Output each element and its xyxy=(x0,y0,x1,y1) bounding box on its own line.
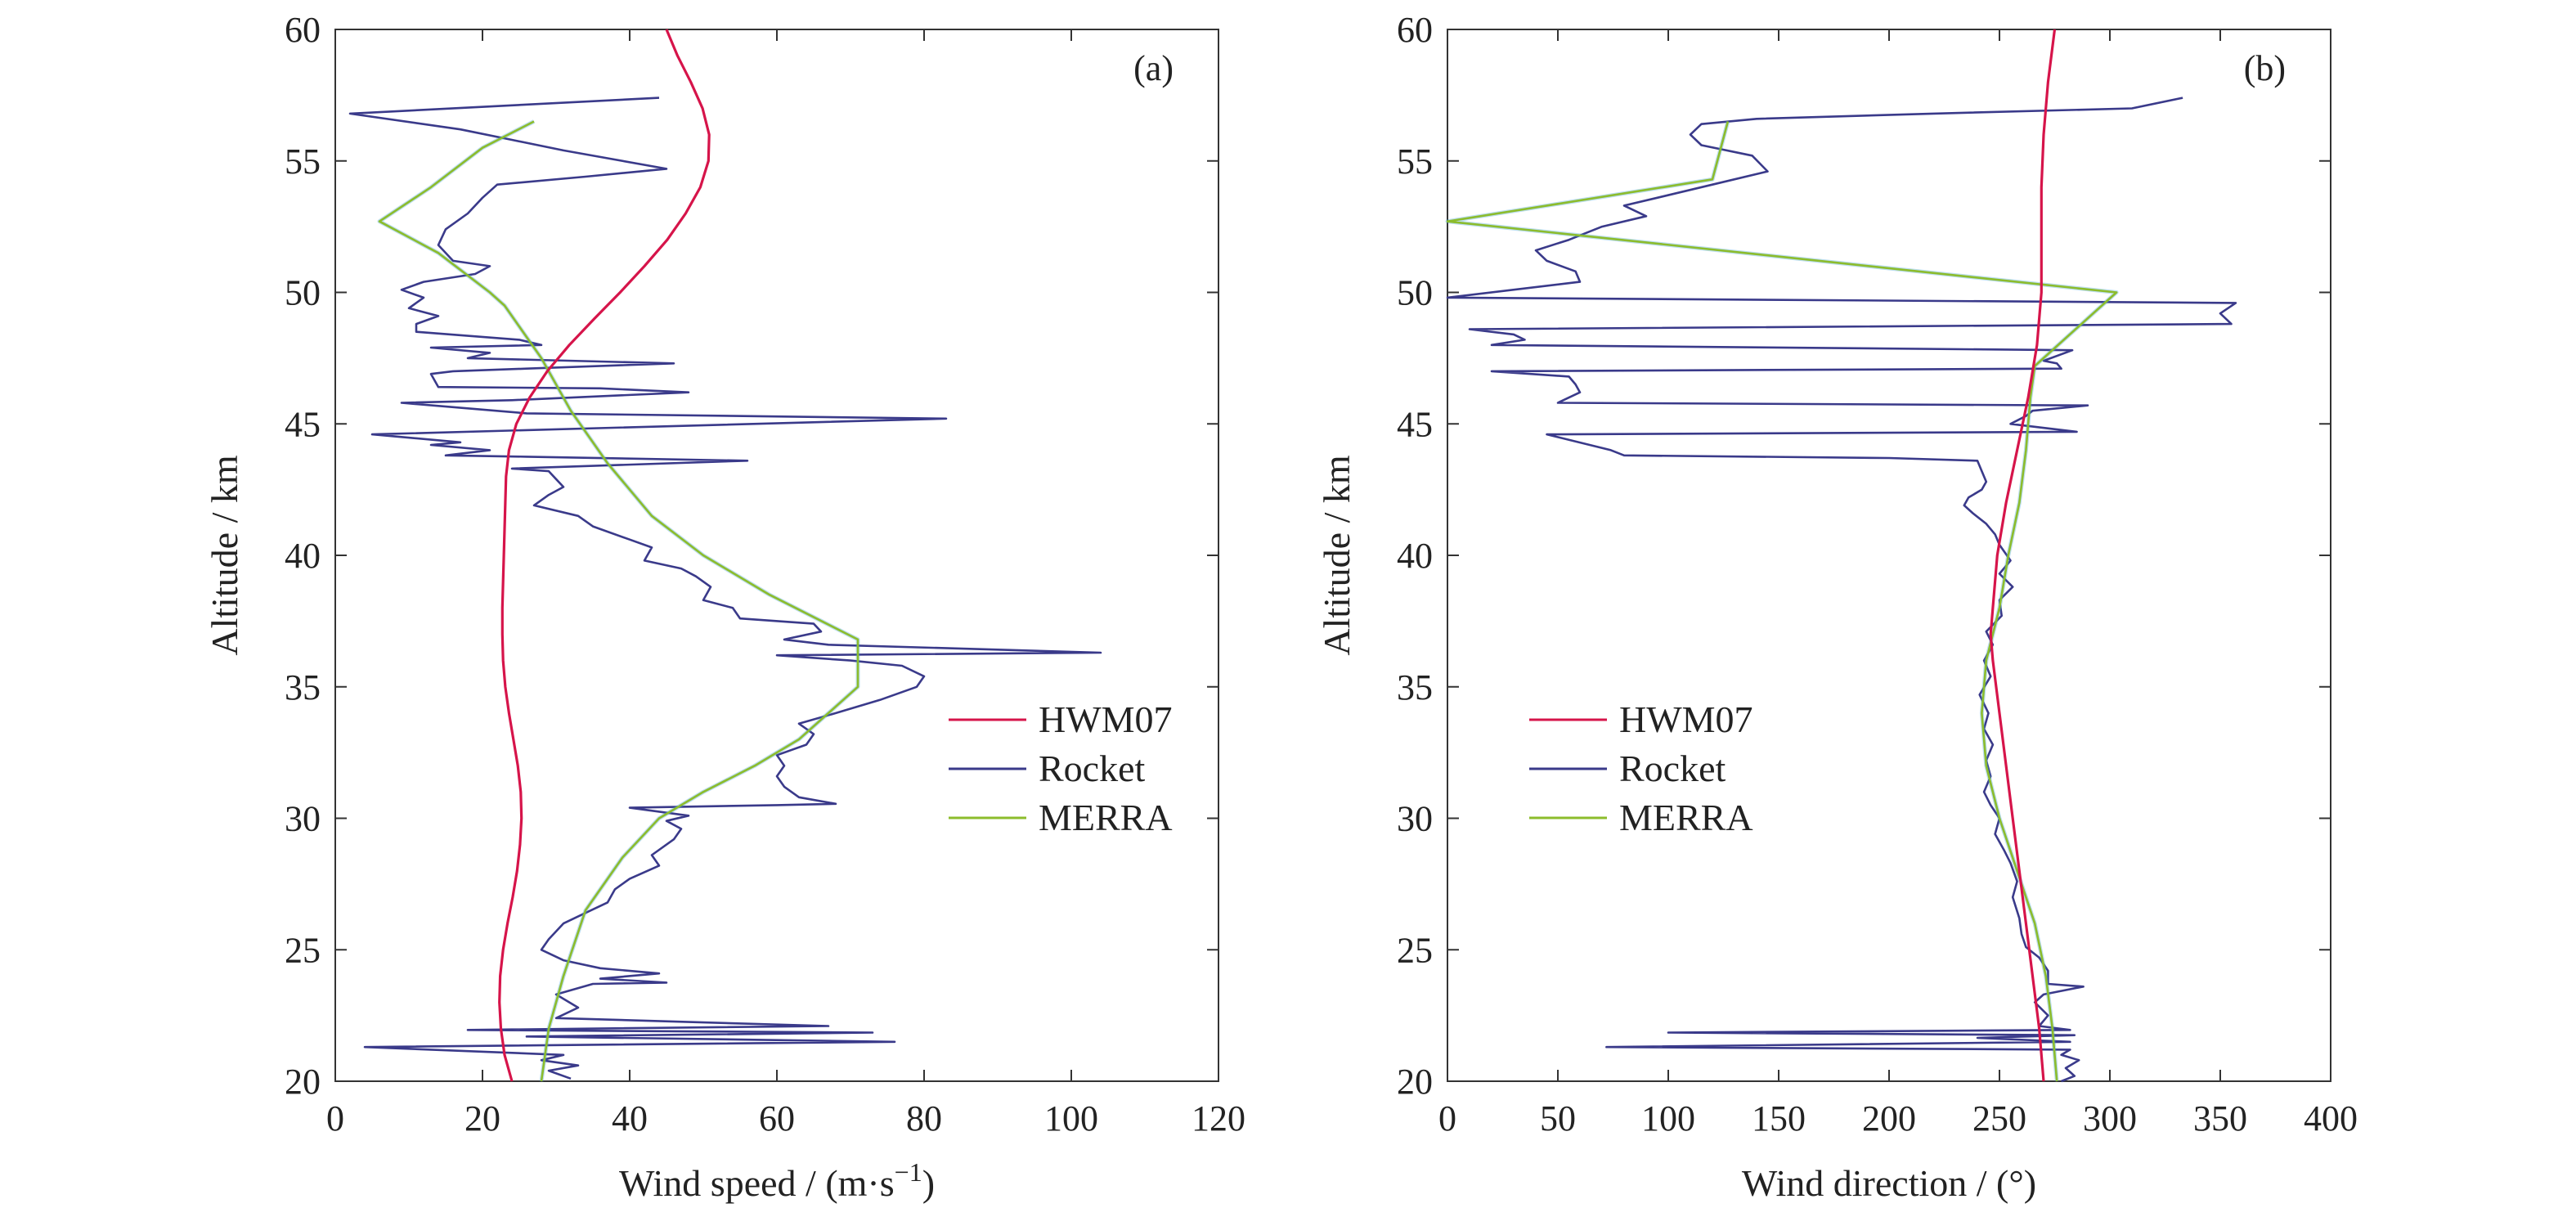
panel-b-y-tick-label-6: 50 xyxy=(1397,273,1433,313)
panel-b-y-tick-label-7: 55 xyxy=(1397,141,1433,182)
panel-a-y-tick-label-5: 45 xyxy=(285,404,321,444)
panel-a-x-axis-label: Wind speed / (m·s−1) xyxy=(619,1157,935,1204)
panel-b-x-tick-label-8: 400 xyxy=(2304,1098,2358,1138)
panel-a-x-axis-label-sup: −1 xyxy=(895,1157,922,1187)
panel-b-legend-label-hwm07: HWM07 xyxy=(1619,698,1753,740)
panel-a-x-axis-label-end: ) xyxy=(922,1162,935,1204)
panel-a-series-merra xyxy=(378,120,859,1082)
panel-a-legend-label-merra: MERRA xyxy=(1039,797,1173,838)
panel-b-x-tick-label-1: 50 xyxy=(1540,1098,1576,1138)
panel-b-y-axis-label: Altitude / km xyxy=(1316,455,1358,656)
panel-a-series-rocket xyxy=(348,97,1102,1080)
panel-b-x-tick-label-4: 200 xyxy=(1862,1098,1916,1138)
panel-a-gridless-frame xyxy=(334,29,1219,1082)
panel-a-ticks xyxy=(334,29,1219,1082)
panel-a-y-tick-label-3: 35 xyxy=(285,667,321,707)
panel-a-series-merra-halo xyxy=(377,119,860,1082)
panel-a-x-tick-label-4: 80 xyxy=(906,1098,942,1138)
panel-a-y-tick-label-7: 55 xyxy=(285,141,321,182)
panel-b-y-tick-label-2: 30 xyxy=(1397,799,1433,839)
panel-b-y-tick-label-0: 20 xyxy=(1397,1062,1433,1102)
panel-a-series xyxy=(348,29,1102,1082)
panel-b-y-tick-label-5: 45 xyxy=(1397,404,1433,444)
panel-b-x-tick-label-5: 250 xyxy=(1972,1098,2026,1138)
panel-a-y-tick-label-1: 25 xyxy=(285,930,321,970)
panel-b-x-tick-label-7: 350 xyxy=(2193,1098,2247,1138)
panel-a-y-tick-label-0: 20 xyxy=(285,1062,321,1102)
panel-a-y-tick-label-4: 40 xyxy=(285,536,321,576)
panel-a-y-tick-label-2: 30 xyxy=(285,799,321,839)
panel-b-y-tick-label-1: 25 xyxy=(1397,930,1433,970)
panel-a-plot-frame xyxy=(334,29,1219,1082)
panel-a-x-tick-label-3: 60 xyxy=(759,1098,795,1138)
panel-a-y-axis-label: Altitude / km xyxy=(204,455,245,656)
panel-a-series-hwm07 xyxy=(498,29,711,1082)
panel-b-plot-frame xyxy=(1447,29,2331,1082)
panel-b-series xyxy=(1445,29,2237,1083)
panel-b-x-tick-label-2: 100 xyxy=(1641,1098,1695,1138)
panel-a-x-tick-label-5: 100 xyxy=(1044,1098,1098,1138)
panel-b-series-rocket xyxy=(1446,97,2237,1083)
panel-b-wind-direction: 0 50 100 150 200 250 300 350 400 20 25 30 35 40 45 50 55… xyxy=(1316,10,2358,1204)
panel-a-label: (a) xyxy=(1133,48,1174,88)
panel-b-x-tick-label-3: 150 xyxy=(1752,1098,1806,1138)
panel-a-legend-label-hwm07: HWM07 xyxy=(1039,698,1173,740)
panel-a-legend-label-rocket: Rocket xyxy=(1039,748,1146,789)
panel-b-series-hwm07 xyxy=(1989,29,2057,1082)
panel-b-y-tick-label-8: 60 xyxy=(1397,10,1433,50)
panel-a-legend: HWM07 Rocket MERRA xyxy=(949,698,1173,838)
panel-a-x-tick-label-6: 120 xyxy=(1192,1098,1245,1138)
panel-a-x-axis-label-main: Wind speed / (m·s xyxy=(619,1162,895,1204)
panel-b-series-merra-halo xyxy=(1445,120,2119,1082)
panel-b-y-tick-label-4: 40 xyxy=(1397,536,1433,576)
panel-b-x-tick-label-6: 300 xyxy=(2083,1098,2137,1138)
panel-b-y-tick-label-3: 35 xyxy=(1397,667,1433,707)
panel-b-legend-label-merra: MERRA xyxy=(1619,797,1753,838)
panel-a-x-tick-label-2: 40 xyxy=(612,1098,648,1138)
panel-b-label: (b) xyxy=(2244,48,2286,88)
panel-b-x-axis-label: Wind direction / (°) xyxy=(1742,1162,2036,1204)
panel-a-x-tick-label-0: 0 xyxy=(326,1098,344,1138)
panel-b-tick-labels: 0 50 100 150 200 250 300 350 400 20 25 30 35 40 45 50 55… xyxy=(1397,10,2358,1138)
panel-a-x-tick-label-1: 20 xyxy=(464,1098,500,1138)
panel-a-y-tick-label-6: 50 xyxy=(285,273,321,313)
panel-b-legend-label-rocket: Rocket xyxy=(1619,748,1726,789)
panel-b-series-merra xyxy=(1446,121,2118,1082)
panel-b-ticks xyxy=(1447,29,2331,1082)
panel-b-legend: HWM07 Rocket MERRA xyxy=(1529,698,1753,838)
panel-b-x-tick-label-0: 0 xyxy=(1438,1098,1456,1138)
panel-a-y-tick-label-8: 60 xyxy=(285,10,321,50)
